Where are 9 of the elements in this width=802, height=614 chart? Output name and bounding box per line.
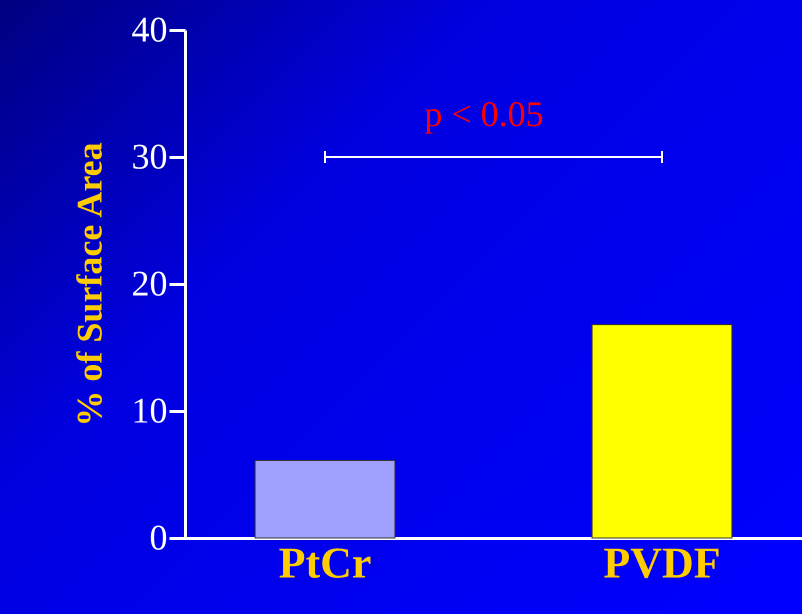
y-tick-label: 20 [132, 264, 168, 304]
y-tick-label: 40 [132, 10, 168, 50]
y-tick-label: 0 [150, 518, 168, 558]
x-tick-label: PtCr [278, 538, 372, 588]
x-tick-label: PVDF [603, 538, 721, 588]
y-tick-label: 30 [132, 136, 168, 176]
y-axis-title: % of Surface Area [70, 142, 110, 427]
y-tick-label: 10 [132, 390, 168, 430]
annotation: p < 0.05 [424, 94, 544, 134]
